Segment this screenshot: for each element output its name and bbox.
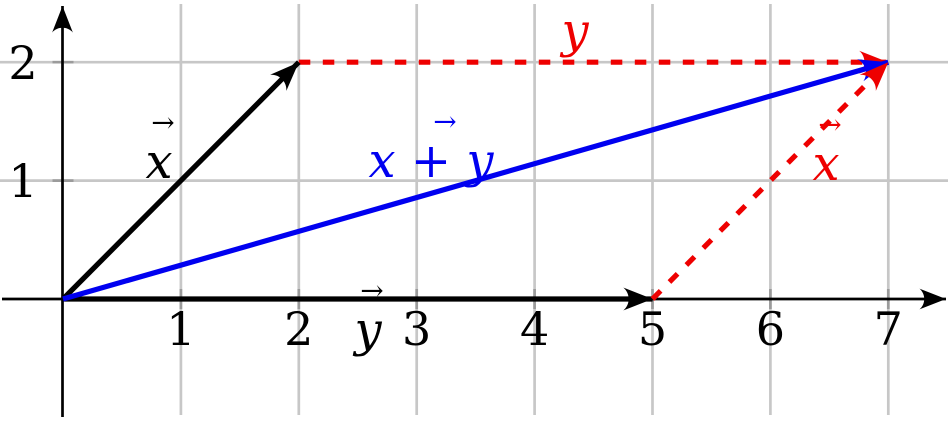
vector-x-shifted — [650, 60, 891, 301]
vector-x-plus-y — [62, 59, 890, 302]
vector-x — [61, 60, 301, 301]
